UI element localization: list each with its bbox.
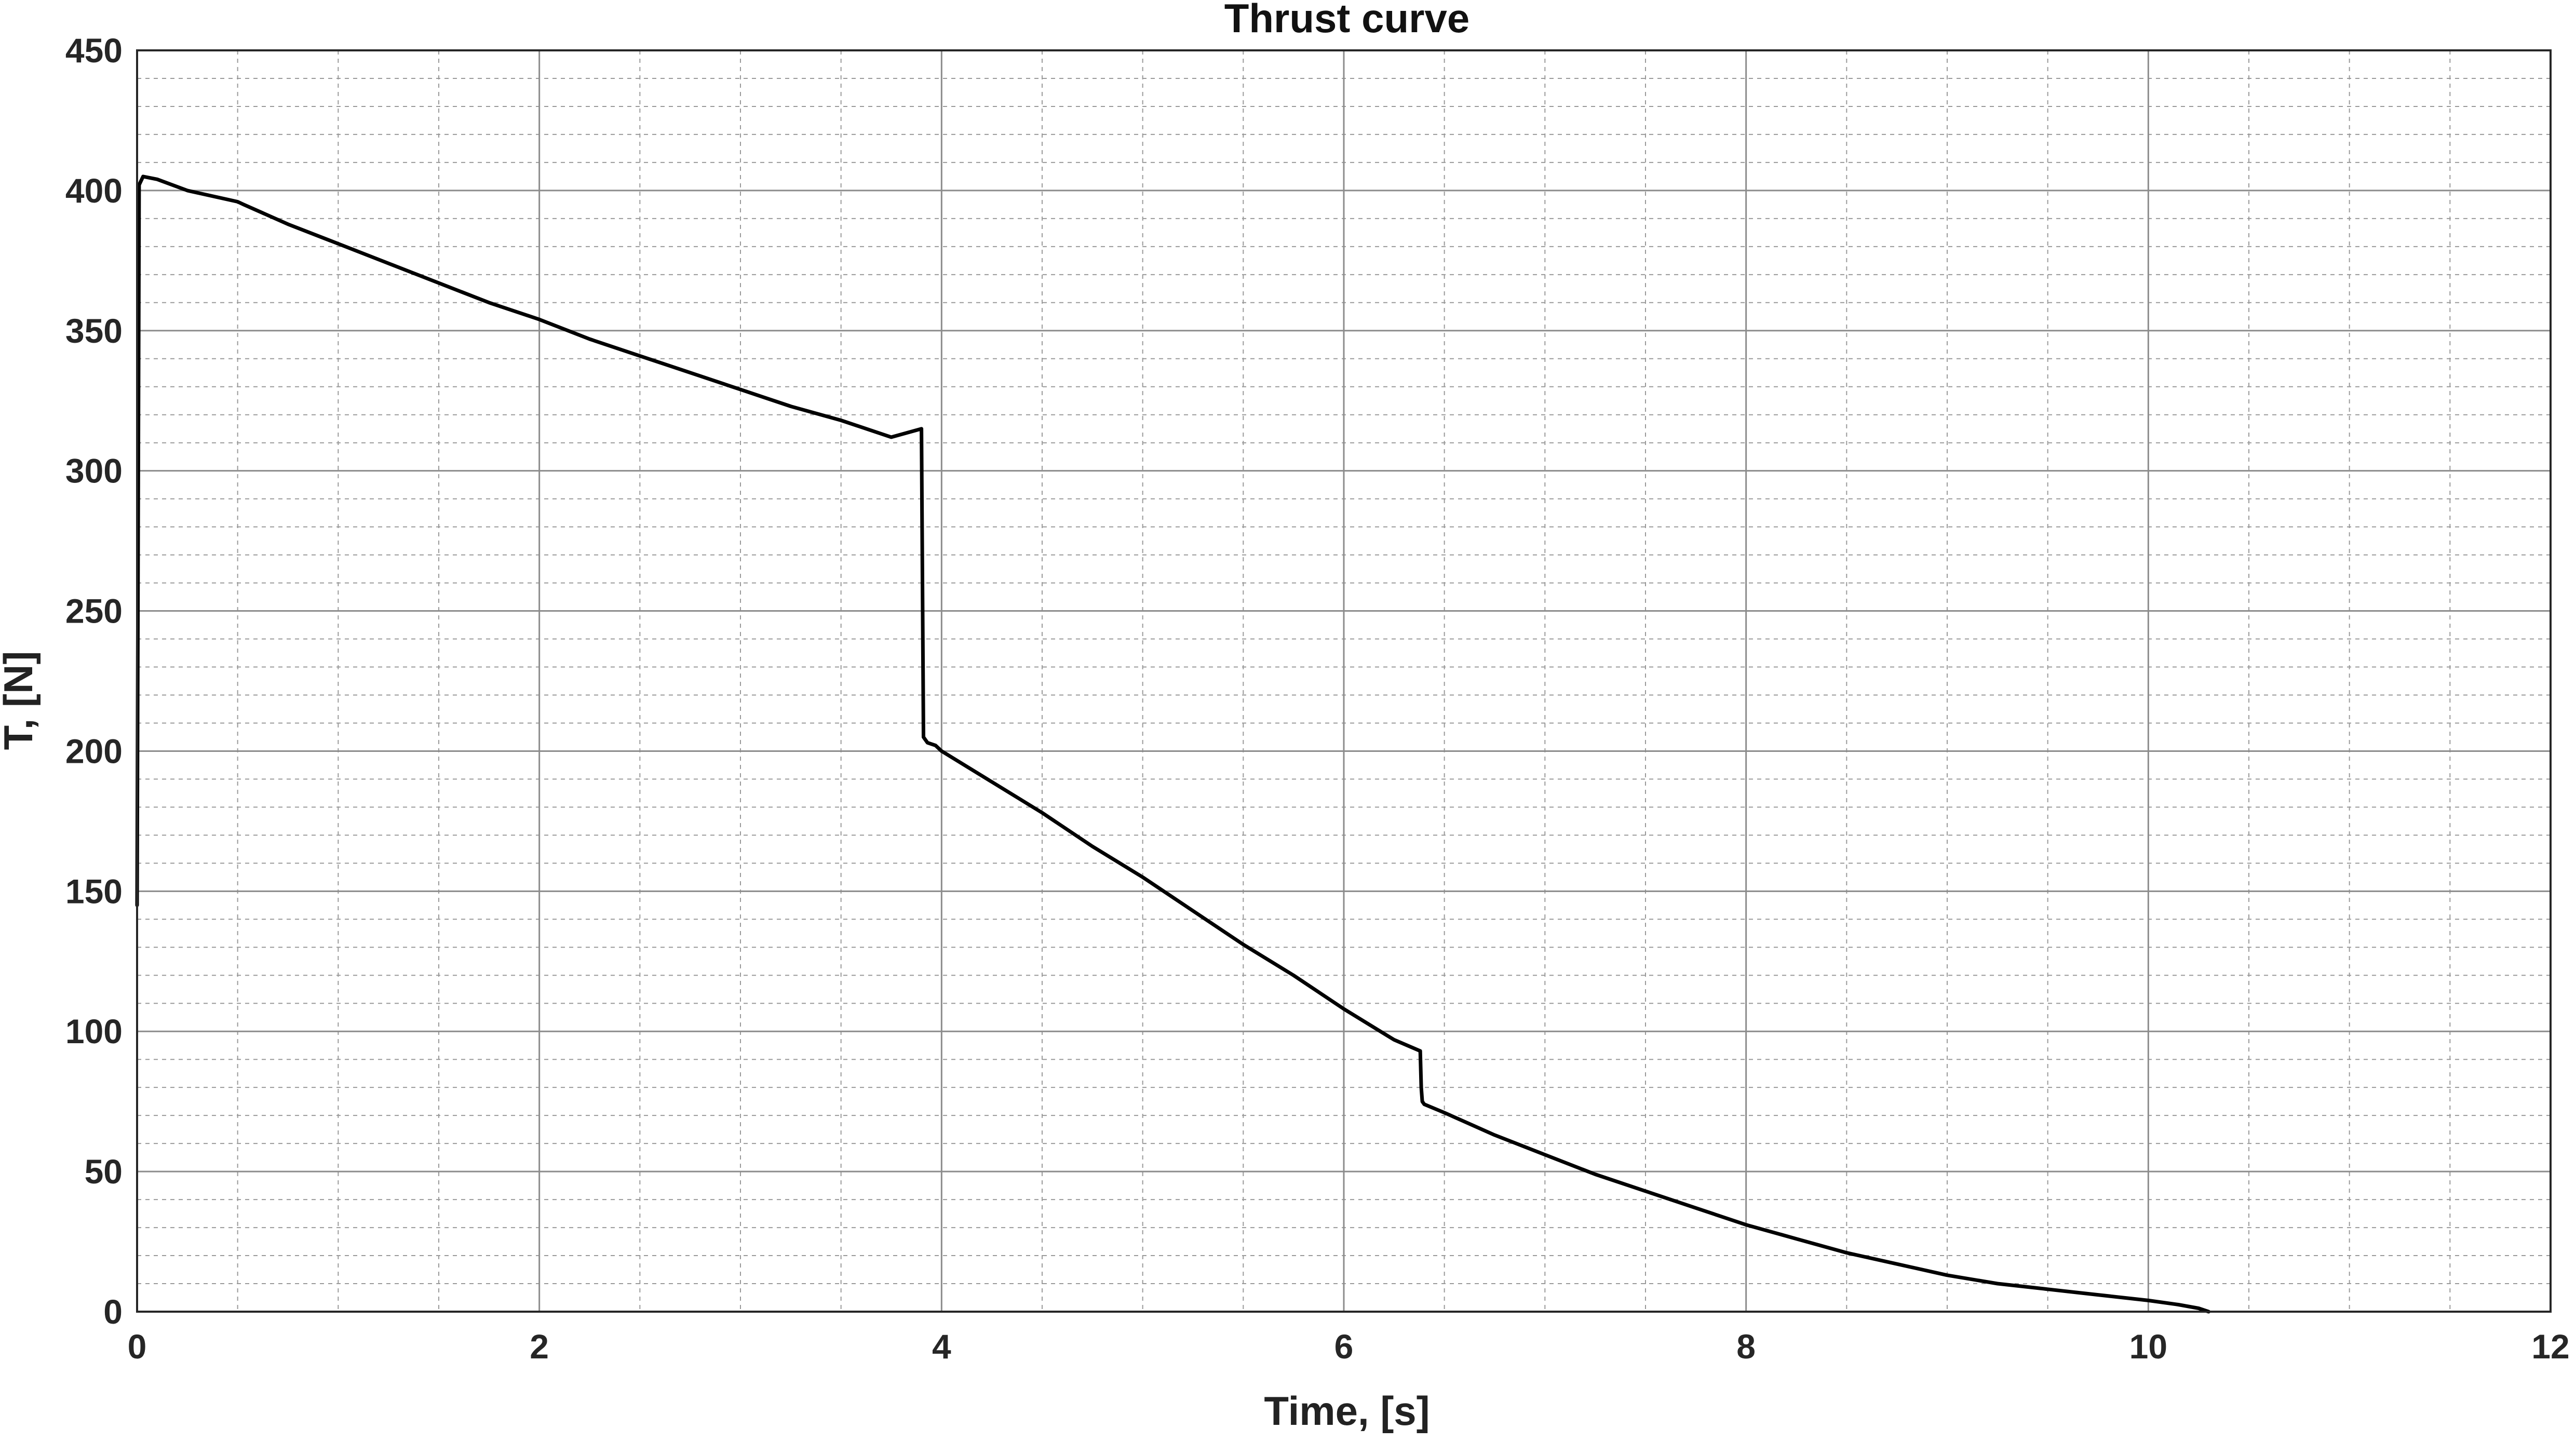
axes-box — [136, 49, 2552, 1313]
x-tick-label: 8 — [1736, 1327, 1756, 1366]
x-tick-label: 0 — [128, 1327, 147, 1366]
y-tick-label: 250 — [65, 592, 123, 630]
thrust-series-line — [135, 174, 2210, 1314]
y-tick-label: 450 — [65, 31, 123, 70]
x-tick-label: 10 — [2129, 1327, 2167, 1366]
y-tick-label: 350 — [65, 312, 123, 350]
y-tick-label: 300 — [65, 452, 123, 490]
x-tick-label: 2 — [530, 1327, 549, 1366]
plot-lines — [135, 174, 2210, 1314]
y-tick-label: 200 — [65, 732, 123, 770]
y-tick-label: 100 — [65, 1012, 123, 1050]
x-tick-labels: 0 2 4 6 8 10 12 — [128, 1327, 2570, 1366]
x-axis-label: Time, [s] — [1264, 1388, 1429, 1434]
y-tick-labels: 0 50 100 150 200 250 300 350 400 450 — [65, 31, 123, 1331]
y-tick-label: 150 — [65, 872, 123, 910]
x-tick-label: 4 — [932, 1327, 951, 1366]
major-grid — [136, 49, 2552, 1313]
axes-frame — [136, 49, 2552, 1313]
x-tick-label: 12 — [2531, 1327, 2569, 1366]
y-tick-label: 50 — [85, 1152, 123, 1191]
y-axis-label: T, [N] — [0, 651, 41, 750]
y-tick-label: 0 — [103, 1292, 123, 1331]
chart-title: Thrust curve — [1224, 0, 1469, 41]
x-tick-label: 6 — [1334, 1327, 1354, 1366]
y-tick-label: 400 — [65, 171, 123, 210]
